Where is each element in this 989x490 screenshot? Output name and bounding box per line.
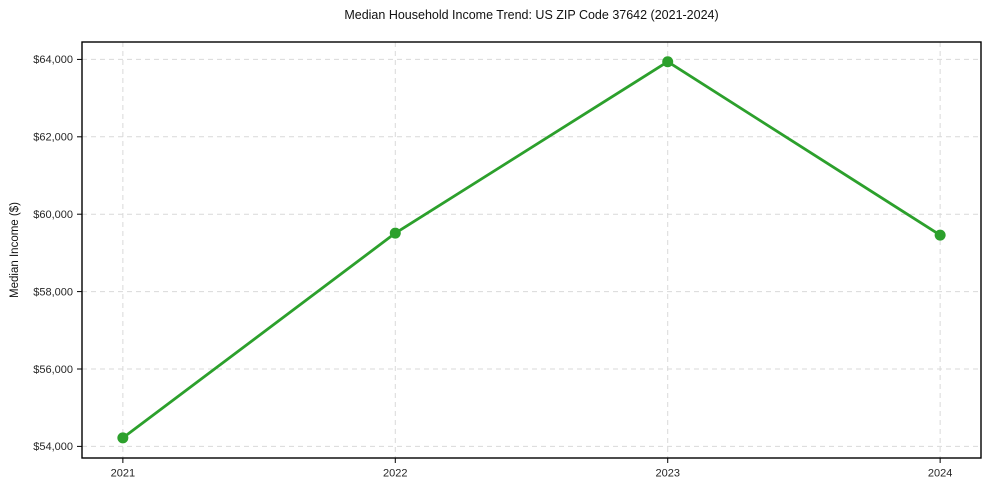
x-tick-label: 2023 — [655, 468, 679, 480]
x-tick-label: 2021 — [111, 468, 135, 480]
y-tick-label: $60,000 — [33, 209, 73, 221]
data-point-2023 — [662, 56, 674, 68]
x-tick-label: 2022 — [383, 468, 407, 480]
data-point-2022 — [389, 227, 401, 239]
y-tick-label: $62,000 — [33, 132, 73, 144]
plot-border — [81, 41, 982, 459]
y-tick-label: $54,000 — [33, 441, 73, 453]
data-point-2021 — [117, 432, 129, 444]
y-tick-label: $56,000 — [33, 364, 73, 376]
data-point-2024 — [934, 229, 946, 241]
x-tick-label: 2024 — [928, 468, 952, 480]
y-tick-label: $58,000 — [33, 286, 73, 298]
chart-title: Median Household Income Trend: US ZIP Co… — [344, 8, 719, 22]
trend-line — [121, 60, 942, 440]
y-tick-label: $64,000 — [33, 54, 73, 66]
